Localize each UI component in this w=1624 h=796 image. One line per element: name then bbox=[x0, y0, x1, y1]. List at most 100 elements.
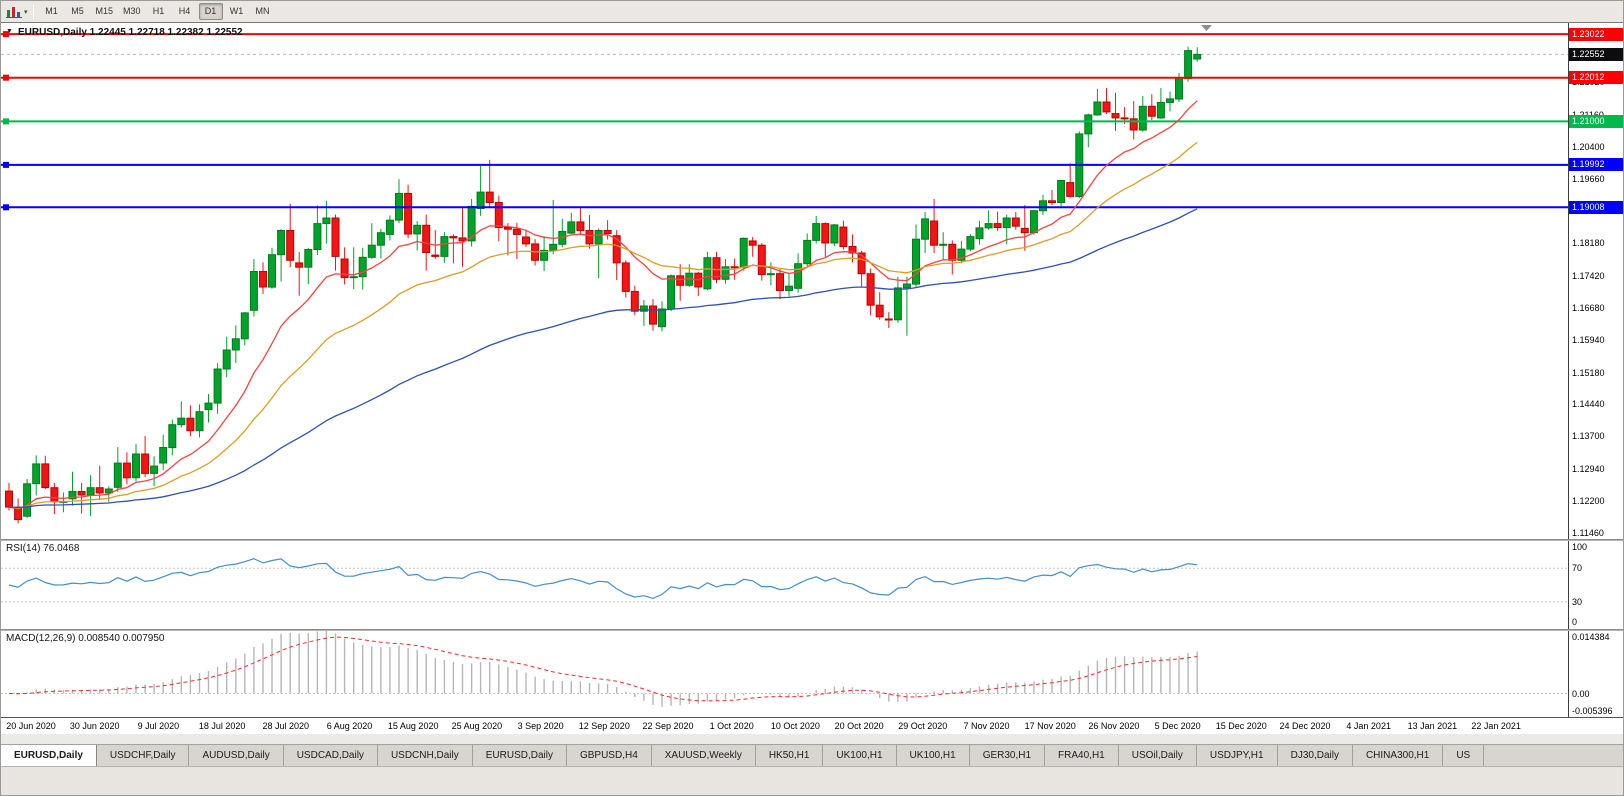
chart-tab-us[interactable]: US bbox=[1443, 745, 1485, 766]
date-label: 9 Jul 2020 bbox=[137, 721, 180, 731]
rsi-axis-label: 100 bbox=[1572, 542, 1588, 552]
chart-tab-eurusd-daily[interactable]: EURUSD,Daily bbox=[1, 745, 97, 766]
candle bbox=[458, 207, 467, 267]
candle bbox=[1048, 190, 1056, 206]
chart-tab-usdcad-daily[interactable]: USDCAD,Daily bbox=[284, 745, 378, 766]
panel-separator[interactable] bbox=[1, 539, 1623, 541]
rsi-axis[interactable]: 100 70 30 0 bbox=[1568, 541, 1623, 629]
candle bbox=[794, 253, 803, 293]
candle bbox=[231, 325, 240, 363]
price-axis-label: 1.12940 bbox=[1572, 464, 1605, 475]
price-level-handle[interactable] bbox=[3, 31, 9, 38]
candlestick-chart[interactable] bbox=[1, 23, 1568, 539]
caret-down-icon[interactable]: ▾ bbox=[24, 8, 28, 16]
candle bbox=[621, 260, 630, 298]
chart-tab-usoil-daily[interactable]: USOil,Daily bbox=[1119, 745, 1197, 766]
chart-type-icon[interactable] bbox=[6, 5, 22, 18]
candle bbox=[1011, 212, 1020, 230]
chart-tab-audusd-daily[interactable]: AUDUSD,Daily bbox=[189, 745, 284, 766]
date-label: 17 Nov 2020 bbox=[1024, 721, 1076, 731]
timeframe-button-d1[interactable]: D1 bbox=[198, 3, 223, 20]
chart-shift-marker[interactable] bbox=[1201, 25, 1212, 31]
date-label: 13 Jan 2021 bbox=[1407, 721, 1458, 731]
candle bbox=[1129, 101, 1138, 140]
candle bbox=[168, 419, 177, 456]
candle bbox=[639, 300, 648, 326]
candle bbox=[186, 405, 195, 437]
chart-tab-hk50-h1[interactable]: HK50,H1 bbox=[756, 745, 824, 766]
candle bbox=[132, 444, 140, 482]
chart-tab-usdcnh-daily[interactable]: USDCNH,Daily bbox=[378, 745, 473, 766]
chart-title: EURUSD,Daily 1.22445 1.22718 1.22382 1.2… bbox=[18, 27, 243, 38]
price-axis[interactable]: 1.219201.211601.204001.196601.189201.181… bbox=[1568, 23, 1623, 539]
candle bbox=[558, 218, 567, 248]
chart-tab-xauusd-weekly[interactable]: XAUUSD,Weekly bbox=[652, 745, 756, 766]
date-label: 29 Oct 2020 bbox=[898, 721, 948, 731]
price-axis-label: 1.12200 bbox=[1572, 496, 1605, 506]
price-level-badge: 1.23022 bbox=[1569, 27, 1623, 41]
candle bbox=[1057, 180, 1066, 207]
price-level-handle[interactable] bbox=[3, 161, 9, 168]
chart-tab-ger30-h1[interactable]: GER30,H1 bbox=[970, 745, 1046, 766]
price-level-handle[interactable] bbox=[3, 118, 9, 125]
rsi-line bbox=[8, 558, 1198, 600]
candle bbox=[95, 465, 104, 500]
rsi-axis-label: 70 bbox=[1572, 563, 1583, 574]
macd-axis-label: 0.00 bbox=[1572, 688, 1590, 699]
ma-line-70 bbox=[8, 208, 1198, 509]
price-level-handle[interactable] bbox=[3, 204, 9, 211]
candle bbox=[975, 221, 984, 245]
rsi-axis-label: 30 bbox=[1572, 596, 1583, 607]
candle bbox=[313, 205, 322, 256]
chart-tab-usdjpy-h1[interactable]: USDJPY,H1 bbox=[1197, 745, 1278, 766]
macd-axis[interactable]: 0.014384 0.00 -0.005396 bbox=[1568, 631, 1623, 717]
candle bbox=[385, 215, 394, 241]
time-axis[interactable]: 20 Jun 2020 30 Jun 2020 9 Jul 2020 18 Jul 2… bbox=[1, 717, 1623, 734]
date-label: 22 Sep 2020 bbox=[642, 721, 694, 731]
timeframe-button-mn[interactable]: MN bbox=[255, 6, 270, 16]
timeframe-button-h4[interactable]: H4 bbox=[178, 6, 191, 16]
price-level-badge: 1.22012 bbox=[1569, 71, 1623, 85]
timeframe-button-m1[interactable]: M1 bbox=[45, 6, 58, 16]
current-price-badge: 1.22552 bbox=[1569, 47, 1623, 61]
chart-tab-eurusd-daily[interactable]: EURUSD,Daily bbox=[473, 745, 567, 766]
rsi-plot[interactable] bbox=[1, 541, 1568, 629]
macd-plot[interactable] bbox=[1, 631, 1568, 717]
candle bbox=[367, 223, 376, 259]
candle bbox=[875, 292, 884, 320]
one-click-trading-toggle[interactable]: ▼ bbox=[6, 28, 13, 35]
candle bbox=[467, 199, 476, 247]
price-level-handle[interactable] bbox=[3, 74, 9, 81]
candle bbox=[340, 247, 349, 285]
macd-axis-label: -0.005396 bbox=[1572, 706, 1613, 716]
ma-line-12 bbox=[8, 100, 1198, 510]
chart-tab-gbpusd-h4[interactable]: GBPUSD,H4 bbox=[567, 745, 652, 766]
scroll-strip bbox=[1, 734, 1623, 744]
toolbar-separator bbox=[32, 4, 34, 19]
date-label: 3 Sep 2020 bbox=[517, 721, 564, 731]
candle bbox=[667, 274, 676, 312]
candle bbox=[41, 455, 50, 489]
timeframe-button-m30[interactable]: M30 bbox=[123, 6, 141, 16]
chart-tab-usdchf-daily[interactable]: USDCHF,Daily bbox=[97, 745, 190, 766]
candle bbox=[485, 159, 494, 208]
timeframe-button-w1[interactable]: W1 bbox=[229, 6, 244, 16]
candle bbox=[866, 268, 875, 316]
chart-tab-china300-h1[interactable]: CHINA300,H1 bbox=[1353, 745, 1444, 766]
timeframe-button-m15[interactable]: M15 bbox=[95, 6, 114, 16]
timeframe-button-m5[interactable]: M5 bbox=[71, 6, 84, 16]
candle bbox=[948, 240, 957, 275]
price-axis-label: 1.17420 bbox=[1572, 270, 1605, 281]
candle bbox=[630, 285, 639, 316]
candle bbox=[712, 251, 721, 284]
date-label: 30 Jun 2020 bbox=[69, 721, 120, 731]
chart-tab-dj30-daily[interactable]: DJ30,Daily bbox=[1278, 745, 1353, 766]
chart-tab-uk100-h1[interactable]: UK100,H1 bbox=[823, 745, 897, 766]
chart-tab-uk100-h1[interactable]: UK100,H1 bbox=[897, 745, 970, 766]
candle bbox=[195, 404, 204, 438]
timeframe-button-h1[interactable]: H1 bbox=[152, 6, 165, 16]
candle bbox=[277, 229, 286, 282]
chart-tab-fra40-h1[interactable]: FRA40,H1 bbox=[1045, 745, 1119, 766]
candle bbox=[567, 212, 576, 234]
panel-separator[interactable] bbox=[1, 629, 1623, 631]
